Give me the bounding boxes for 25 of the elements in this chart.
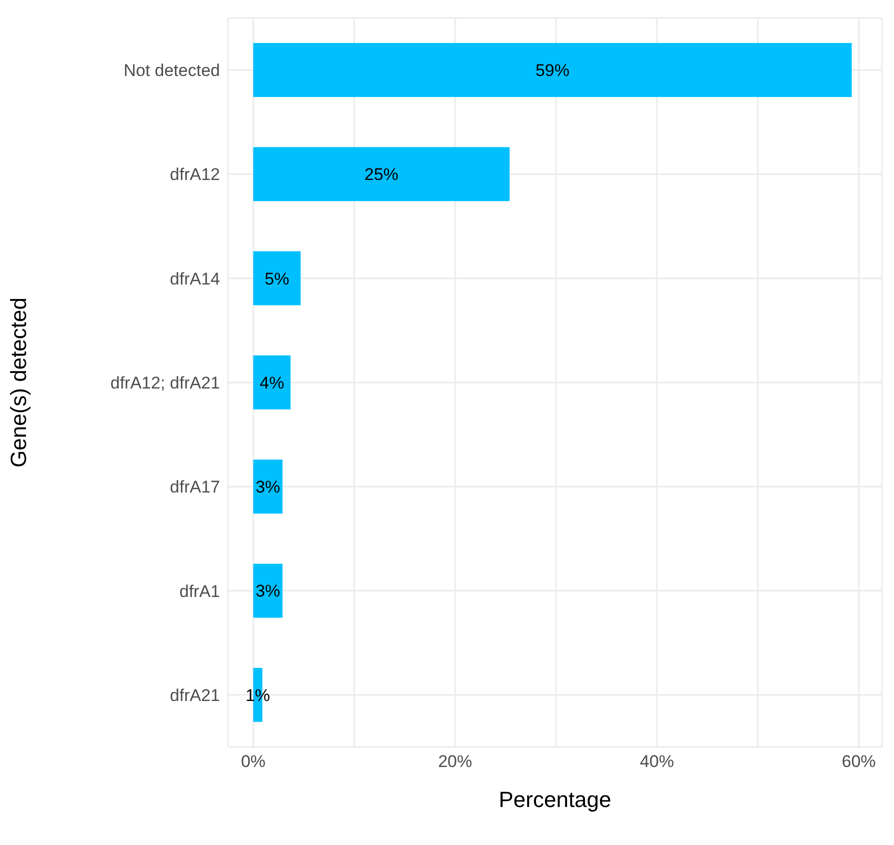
data-label: 59% [535, 61, 570, 80]
x-tick-label: 20% [438, 752, 472, 772]
bar [253, 460, 282, 514]
bar [253, 147, 510, 202]
data-label: 3% [256, 582, 280, 601]
y-tick-label: dfrA12 [170, 165, 220, 184]
y-tick-label: dfrA17 [170, 478, 220, 497]
data-label: 3% [256, 478, 280, 497]
y-tick-label: dfrA21 [170, 686, 220, 705]
data-label: 4% [260, 373, 284, 392]
y-axis-title: Gene(s) detected [6, 298, 31, 468]
bar [253, 564, 282, 618]
x-tick-label: 60% [842, 752, 876, 772]
y-tick-label: dfrA12; dfrA21 [110, 374, 220, 393]
data-label: 25% [364, 165, 398, 184]
x-tick-label: 40% [640, 752, 674, 772]
y-tick-label: dfrA14 [170, 269, 220, 288]
bar [253, 355, 291, 410]
y-tick-label: Not detected [124, 61, 220, 80]
data-label: 5% [264, 269, 290, 288]
x-axis-title: Percentage [498, 787, 612, 812]
bar [253, 42, 852, 97]
y-tick-label: dfrA1 [179, 582, 220, 601]
x-tick-label: 0% [240, 752, 266, 772]
bar [253, 251, 301, 306]
